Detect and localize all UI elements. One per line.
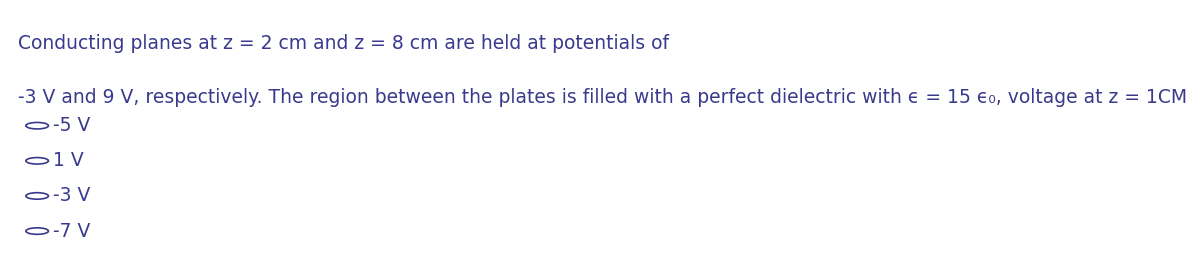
Text: 1 V: 1 V — [53, 151, 84, 170]
Text: -3 V: -3 V — [53, 186, 90, 206]
Text: -5 V: -5 V — [53, 116, 90, 135]
Text: Conducting planes at z = 2 cm and z = 8 cm are held at potentials of: Conducting planes at z = 2 cm and z = 8 … — [18, 34, 670, 53]
Text: -3 V and 9 V, respectively. The region between the plates is filled with a perfe: -3 V and 9 V, respectively. The region b… — [18, 88, 1188, 107]
Text: -7 V: -7 V — [53, 222, 90, 241]
